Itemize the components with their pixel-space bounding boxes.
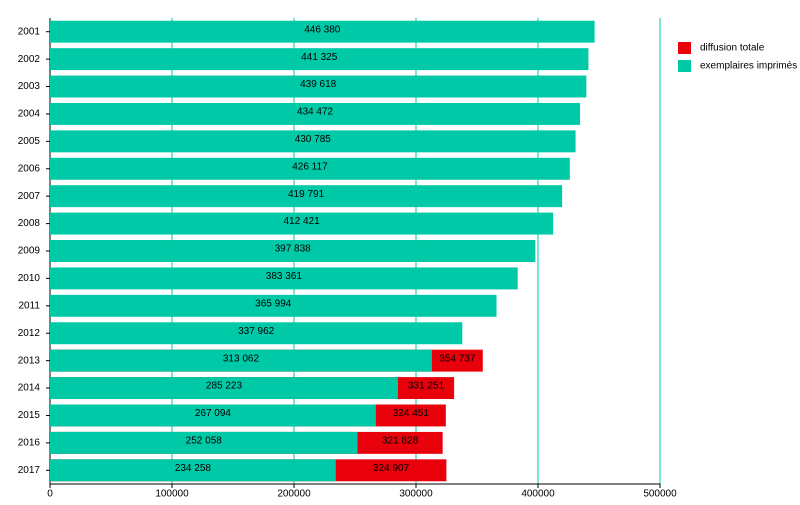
- bar: [50, 48, 589, 71]
- bar: [50, 377, 398, 400]
- bar: [50, 130, 576, 153]
- x-tick-label: 200000: [277, 489, 311, 500]
- y-tick-label: 2002: [18, 54, 41, 65]
- value-label: 365 994: [255, 298, 292, 309]
- bar: [50, 267, 518, 290]
- y-tick-label: 2007: [18, 191, 41, 202]
- x-tick-label: 100000: [155, 489, 189, 500]
- x-tick-label: 400000: [521, 489, 555, 500]
- y-tick-label: 2015: [18, 410, 41, 421]
- y-tick-label: 2016: [18, 438, 41, 449]
- y-tick-label: 2008: [18, 218, 41, 229]
- value-label: 383 361: [266, 271, 303, 282]
- x-tick-label: 300000: [399, 489, 433, 500]
- value-label: 324 451: [393, 408, 430, 419]
- bar: [50, 20, 595, 43]
- bar: [50, 459, 336, 482]
- value-label: 419 791: [288, 189, 325, 200]
- value-label: 434 472: [297, 107, 334, 118]
- value-label: 285 223: [206, 381, 243, 392]
- value-label: 252 058: [186, 436, 223, 447]
- legend-label: diffusion totale: [700, 43, 765, 54]
- y-tick-label: 2013: [18, 355, 41, 366]
- value-label: 354 737: [439, 353, 476, 364]
- x-tick-label: 0: [47, 489, 53, 500]
- y-tick-label: 2017: [18, 465, 41, 476]
- y-tick-label: 2010: [18, 273, 41, 284]
- y-tick-label: 2011: [18, 300, 40, 311]
- value-label: 397 838: [275, 244, 312, 255]
- bar: [50, 404, 376, 427]
- value-label: 412 421: [283, 216, 320, 227]
- y-tick-label: 2009: [18, 246, 41, 257]
- legend-label: exemplaires imprimés: [700, 61, 797, 72]
- bar: [50, 185, 563, 208]
- y-tick-label: 2001: [18, 26, 41, 37]
- value-label: 446 380: [304, 24, 341, 35]
- value-label: 337 962: [238, 326, 275, 337]
- y-tick-label: 2004: [18, 109, 41, 120]
- legend-swatch: [678, 60, 691, 72]
- value-label: 324 907: [373, 463, 410, 474]
- y-tick-label: 2006: [18, 163, 41, 174]
- value-label: 321 828: [382, 436, 419, 447]
- bar: [50, 431, 358, 454]
- bar: [50, 294, 497, 317]
- bar: [50, 75, 587, 98]
- value-label: 430 785: [295, 134, 332, 145]
- value-label: 439 618: [300, 79, 337, 90]
- bar: [50, 322, 463, 345]
- value-label: 441 325: [301, 52, 338, 63]
- y-tick-label: 2003: [18, 81, 41, 92]
- value-label: 313 062: [223, 353, 260, 364]
- value-label: 234 258: [175, 463, 212, 474]
- x-tick-label: 500000: [643, 489, 677, 500]
- bar: [50, 240, 536, 262]
- value-label: 331 251: [408, 381, 445, 392]
- bar: [50, 157, 570, 180]
- y-tick-label: 2012: [18, 328, 41, 339]
- value-label: 426 117: [292, 161, 328, 172]
- bar: [50, 212, 554, 235]
- y-tick-label: 2005: [18, 136, 41, 147]
- bar: [50, 102, 581, 125]
- value-label: 267 094: [195, 408, 232, 419]
- y-tick-label: 2014: [18, 383, 41, 394]
- bar: [50, 349, 432, 372]
- legend-swatch: [678, 42, 691, 54]
